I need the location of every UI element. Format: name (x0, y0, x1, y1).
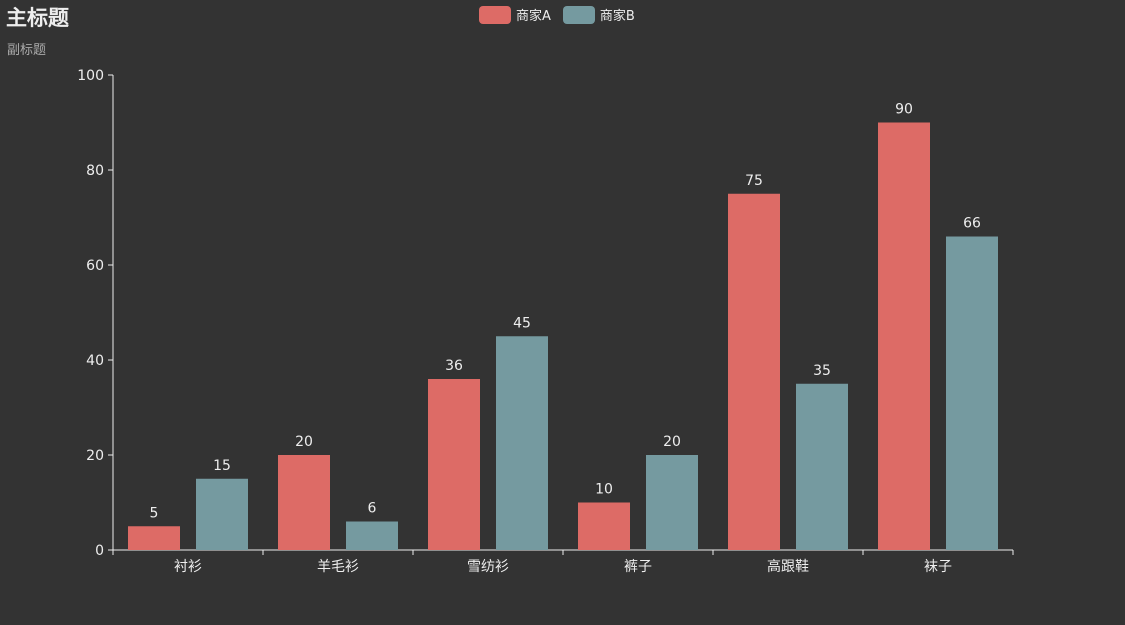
y-tick-label: 20 (86, 448, 104, 464)
bar (428, 379, 480, 550)
data-label: 45 (513, 315, 531, 331)
x-tick-label: 裤子 (624, 559, 652, 575)
chart-subtitle: 副标题 (7, 43, 47, 58)
x-tick-label: 雪纺衫 (467, 559, 509, 575)
bar (946, 236, 998, 550)
y-tick-label: 40 (86, 353, 104, 369)
bar (728, 193, 780, 550)
data-label: 10 (595, 482, 613, 498)
bar (646, 455, 698, 550)
bar (796, 383, 848, 550)
x-tick-label: 衬衫 (174, 559, 202, 575)
data-label: 15 (213, 458, 231, 474)
bar (278, 455, 330, 550)
chart-title: 主标题 (6, 6, 69, 30)
bar (496, 336, 548, 550)
data-label: 20 (295, 434, 313, 450)
data-label: 5 (150, 505, 159, 521)
data-label: 20 (663, 434, 681, 450)
bar (578, 502, 630, 550)
legend-item-series-a[interactable]: 商家A (479, 5, 551, 24)
data-label: 35 (813, 363, 831, 379)
data-label: 6 (368, 501, 377, 517)
bar (196, 478, 248, 550)
data-label: 36 (445, 358, 463, 374)
bar (346, 521, 398, 550)
legend-label-series-a: 商家A (516, 9, 551, 24)
data-label: 66 (963, 216, 981, 232)
x-tick-label: 羊毛衫 (317, 559, 359, 575)
y-tick-label: 80 (86, 163, 104, 179)
x-tick-label: 袜子 (924, 559, 952, 575)
legend-swatch-series-b (562, 5, 595, 24)
legend-item-series-b[interactable]: 商家B (562, 5, 635, 24)
y-tick-label: 100 (77, 68, 104, 84)
bar (128, 526, 180, 550)
bar (878, 122, 930, 550)
y-tick-label: 0 (95, 543, 104, 559)
legend: 商家A 商家B (479, 5, 647, 24)
x-tick-label: 高跟鞋 (767, 558, 809, 575)
legend-label-series-b: 商家B (599, 9, 635, 24)
legend-swatch-series-a (479, 5, 511, 24)
data-label: 90 (895, 102, 913, 118)
data-label: 75 (745, 173, 763, 189)
y-tick-label: 60 (86, 258, 104, 274)
